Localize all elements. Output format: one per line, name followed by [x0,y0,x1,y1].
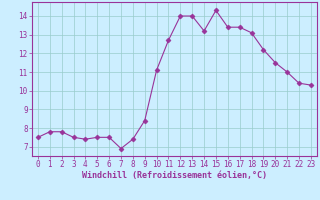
X-axis label: Windchill (Refroidissement éolien,°C): Windchill (Refroidissement éolien,°C) [82,171,267,180]
